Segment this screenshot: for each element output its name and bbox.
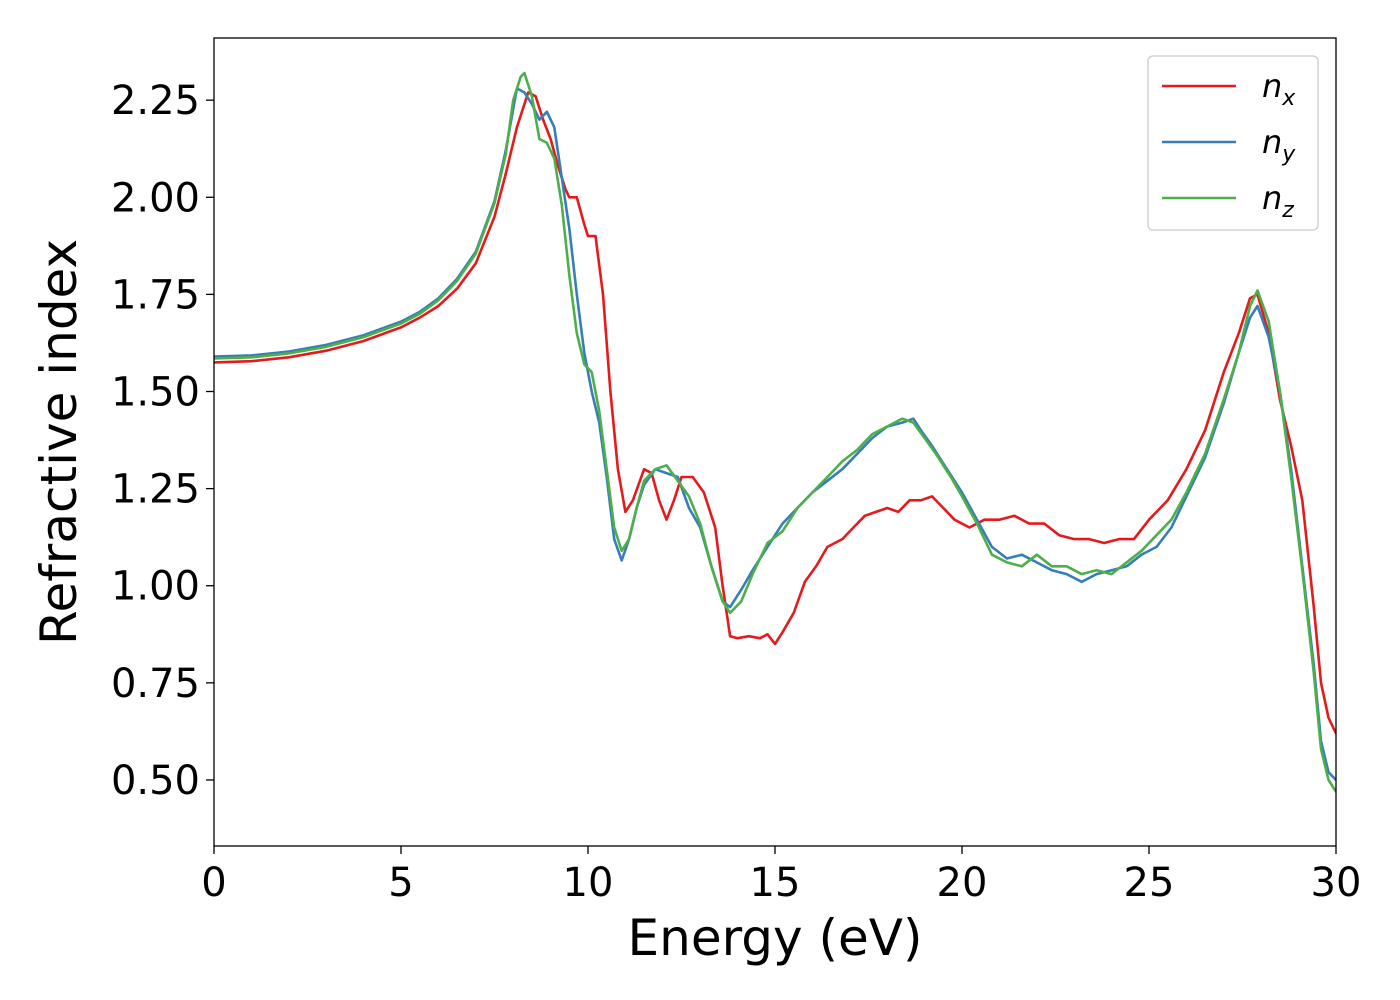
legend-label-ny: ny	[1262, 123, 1296, 167]
y-tick-label: 0.75	[111, 661, 200, 707]
y-tick-label: 1.50	[111, 370, 200, 416]
y-tick-label: 2.25	[111, 78, 200, 124]
legend: nx ny nz	[1147, 55, 1319, 231]
y-axis-label: Refractive index	[30, 239, 88, 645]
x-tick-label: 20	[937, 860, 988, 906]
x-tick-label: 25	[1124, 860, 1175, 906]
y-tick-label: 1.25	[111, 467, 200, 513]
legend-label-nz: nz	[1262, 179, 1294, 223]
y-tick-label: 1.00	[111, 564, 200, 610]
y-tick-label: 0.50	[111, 758, 200, 804]
x-axis-label: Energy (eV)	[628, 909, 923, 967]
x-tick-label: 0	[201, 860, 226, 906]
x-tick-label: 5	[388, 860, 413, 906]
series-line-ny	[214, 87, 1336, 782]
x-tick-label: 15	[750, 860, 801, 906]
legend-label-nx: nx	[1262, 67, 1296, 111]
x-tick-label: 30	[1311, 860, 1362, 906]
y-axis-ticks: 0.50 0.75 1.00 1.25 1.50 1.75 2.00 2.25	[111, 78, 214, 804]
x-axis-ticks: 0 5 10 15 20 25 30	[201, 846, 1361, 906]
y-tick-label: 1.75	[111, 272, 200, 318]
series-line-nz	[214, 71, 1336, 793]
series-group	[214, 71, 1336, 793]
y-tick-label: 2.00	[111, 175, 200, 221]
x-tick-label: 10	[563, 860, 614, 906]
series-line-nx	[214, 91, 1336, 735]
